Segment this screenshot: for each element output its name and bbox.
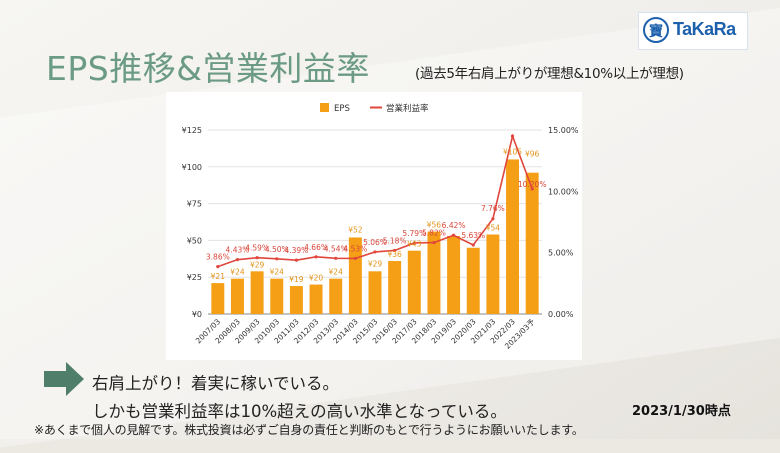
as-of-date: 2023/1/30時点: [632, 404, 731, 419]
margin-value-label: 6.42%: [442, 221, 466, 230]
margin-value-label: 5.79%: [402, 229, 426, 238]
margin-point: [353, 256, 357, 261]
eps-value-label: ¥56: [427, 221, 442, 230]
eps-bar: [211, 283, 225, 314]
margin-value-label: 4.43%: [226, 246, 250, 255]
eps-bar: [270, 278, 284, 314]
margin-value-label: 4.66%: [304, 243, 328, 252]
margin-value-label: 5.06%: [363, 238, 387, 247]
eps-bar: [368, 271, 382, 314]
margin-value-label: 7.76%: [481, 204, 505, 213]
eps-value-label: ¥24: [230, 268, 245, 277]
eps-value-label: ¥96: [525, 150, 540, 159]
takara-logo-icon: 寶 TaKaRa: [638, 12, 748, 50]
slide-title: EPS推移&営業利益率: [46, 49, 370, 88]
margin-point: [294, 258, 299, 262]
margin-point: [334, 256, 338, 260]
legend-label-margin: 営業利益率: [386, 103, 429, 114]
eps-bar: [388, 261, 402, 314]
left-tick-label: ¥75: [187, 200, 202, 209]
chart-svg: EPS 営業利益率 ¥0 ¥25 ¥50 ¥75 ¥100 ¥125 0.00% 5.00% 1…: [182, 103, 579, 351]
left-tick-label: ¥25: [187, 273, 202, 282]
margin-point: [471, 243, 475, 247]
left-axis: ¥0 ¥25 ¥50 ¥75 ¥100 ¥125: [182, 126, 202, 319]
margin-point: [393, 248, 397, 253]
logo-mark: 寶: [643, 17, 669, 43]
margin-value-label: 10.20%: [518, 180, 547, 189]
disclaimer: ※あくまで個人の見解です。株式投資は必ずご自身の責任と判断のもとで行うようにお願…: [34, 423, 584, 437]
margin-point: [235, 258, 240, 262]
margin-point: [491, 217, 495, 221]
eps-value-label: ¥52: [348, 225, 363, 234]
right-tick-label: 5.00%: [548, 249, 574, 258]
left-tick-label: ¥50: [187, 236, 202, 245]
margin-point: [412, 241, 416, 245]
eps-bar: [447, 235, 461, 314]
margin-value-label: 4.54%: [324, 244, 348, 253]
margin-point: [451, 233, 456, 237]
margin-value-label: 5.18%: [383, 236, 407, 245]
eps-bar: [250, 271, 264, 314]
margin-point: [510, 134, 515, 138]
left-tick-label: ¥100: [182, 163, 202, 172]
eps-bar: [289, 286, 303, 314]
logo-text: TaKaRa: [673, 19, 736, 39]
eps-bar: [466, 247, 480, 314]
eps-bar: [309, 284, 323, 314]
eps-value-label: ¥54: [486, 224, 501, 233]
message-line-2: しかも営業利益率は10%超えの高い水準となっている。: [92, 402, 507, 421]
margin-point: [216, 265, 220, 269]
margin-line: [216, 133, 534, 269]
margin-value-label: 5.63%: [461, 231, 485, 240]
eps-chart: EPS 営業利益率 ¥0 ¥25 ¥50 ¥75 ¥100 ¥125 0.00% 5.00% 1…: [166, 92, 582, 360]
left-tick-label: ¥0: [192, 310, 202, 319]
eps-bar: [486, 234, 500, 314]
margin-point: [255, 256, 259, 260]
margin-point: [314, 255, 318, 259]
right-arrow-icon: [44, 362, 84, 396]
margin-value-label: 5.82%: [422, 229, 446, 238]
eps-value-label: ¥43: [407, 240, 422, 249]
eps-value-label: ¥19: [289, 275, 304, 284]
eps-bar: [427, 231, 441, 314]
eps-bar: [407, 250, 421, 314]
margin-value-label: 4.50%: [265, 245, 289, 254]
eps-value-label: ¥20: [309, 274, 324, 283]
eps-bar: [329, 278, 343, 314]
slide-subtitle: (過去5年右肩上がりが理想&10%以上が理想): [415, 66, 684, 82]
margin-value-label: 3.86%: [206, 253, 230, 262]
eps-value-label: ¥29: [368, 259, 383, 268]
eps-value-label: ¥105: [503, 147, 522, 156]
margin-value-label: 4.59%: [245, 244, 269, 253]
eps-value-label: ¥21: [211, 272, 226, 281]
left-tick-label: ¥125: [182, 126, 202, 135]
eps-bar: [525, 172, 539, 314]
margin-point: [530, 187, 534, 191]
right-tick-label: 15.00%: [548, 126, 579, 135]
chart-legend: EPS 営業利益率: [320, 103, 429, 114]
eps-bar: [506, 159, 520, 314]
right-axis: 0.00% 5.00% 10.00% 15.00%: [548, 126, 579, 319]
margin-point: [373, 250, 377, 254]
x-axis-labels: 2007/032008/032009/032010/032011/032012/…: [194, 317, 537, 351]
eps-value-label: ¥24: [329, 268, 344, 277]
eps-value-label: ¥36: [387, 250, 402, 259]
eps-bar: [230, 278, 244, 314]
right-tick-label: 10.00%: [548, 187, 579, 196]
margin-value-label: 4.39%: [284, 246, 308, 255]
margin-point: [432, 241, 436, 245]
eps-value-label: ¥29: [250, 260, 265, 269]
legend-swatch-eps: [320, 103, 329, 112]
margin-value-label: 4.53%: [343, 244, 367, 253]
margin-point: [275, 257, 279, 261]
eps-labels: ¥21 ¥24 ¥29 ¥24 ¥19 ¥20 ¥24 ¥52 ¥29 ¥36 ¥43 ¥56 ¥54 ¥…: [211, 147, 540, 284]
margin-labels: 3.86%4.43%4.59%4.50%4.39%4.66%4.54%4.53%…: [206, 180, 547, 262]
eps-value-label: ¥24: [270, 268, 285, 277]
legend-label-eps: EPS: [334, 104, 350, 114]
eps-bars: [211, 159, 539, 314]
right-tick-label: 0.00%: [548, 310, 574, 319]
message-line-1: 右肩上がり！着実に稼いでいる。: [92, 374, 340, 393]
